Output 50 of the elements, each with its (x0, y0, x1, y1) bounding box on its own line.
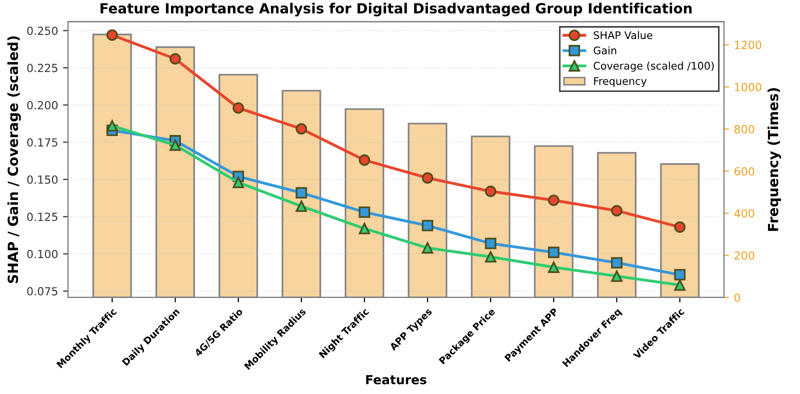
point (296, 187, 308, 199)
y-axis-title: SHAP / Gain / Coverage (scaled) (7, 36, 21, 283)
point (232, 176, 244, 188)
point (358, 206, 370, 218)
point (548, 246, 560, 258)
y-tick-label: 0.100 (27, 250, 58, 258)
point (358, 154, 370, 166)
point (484, 186, 496, 198)
y-tick-label: 0.125 (27, 212, 58, 222)
y-tick-label: 0.150 (27, 175, 58, 184)
y-tick-label: 0.250 (27, 26, 58, 35)
point (611, 270, 622, 282)
point (358, 222, 370, 234)
point (674, 221, 686, 233)
point (674, 279, 686, 291)
y2-tick-label: 800 (734, 125, 754, 134)
point (296, 123, 308, 135)
x-axis-title: Features (366, 375, 426, 384)
y-tick-label: 0.175 (27, 138, 58, 147)
point (422, 220, 434, 232)
point (484, 251, 496, 263)
y2-tick-label: 0 (734, 293, 740, 302)
y2-tick-label: 1200 (734, 40, 762, 50)
point (106, 29, 118, 41)
point (548, 262, 560, 273)
y-tick-label: 0.075 (27, 287, 58, 296)
point (611, 257, 622, 268)
point (170, 53, 181, 65)
point (170, 140, 181, 151)
point (422, 172, 434, 184)
point (611, 205, 622, 216)
y-tick-label: 0.225 (27, 64, 58, 72)
legend-label: Coverage (scaled /100) (594, 62, 714, 72)
y-tick-label: 0.200 (27, 100, 58, 110)
y2-tick-label: 1000 (734, 82, 762, 92)
legend-label: Frequency (594, 77, 647, 87)
y2-tick-label: 600 (734, 167, 754, 176)
y2-axis-title: Frequency (Times) (768, 88, 782, 231)
point (232, 102, 244, 114)
y2-tick-label: 400 (734, 209, 754, 218)
y2-tick-label: 200 (734, 251, 754, 260)
legend-label: Gain (594, 46, 616, 54)
chart-title: Feature Importance Analysis for Digital Disadvantaged Group Identification (100, 2, 692, 16)
point (674, 269, 686, 280)
point (548, 194, 560, 206)
point (422, 242, 434, 254)
point (484, 238, 496, 250)
point (296, 200, 308, 212)
legend-label: SHAP Value (594, 31, 652, 40)
point (106, 120, 118, 132)
